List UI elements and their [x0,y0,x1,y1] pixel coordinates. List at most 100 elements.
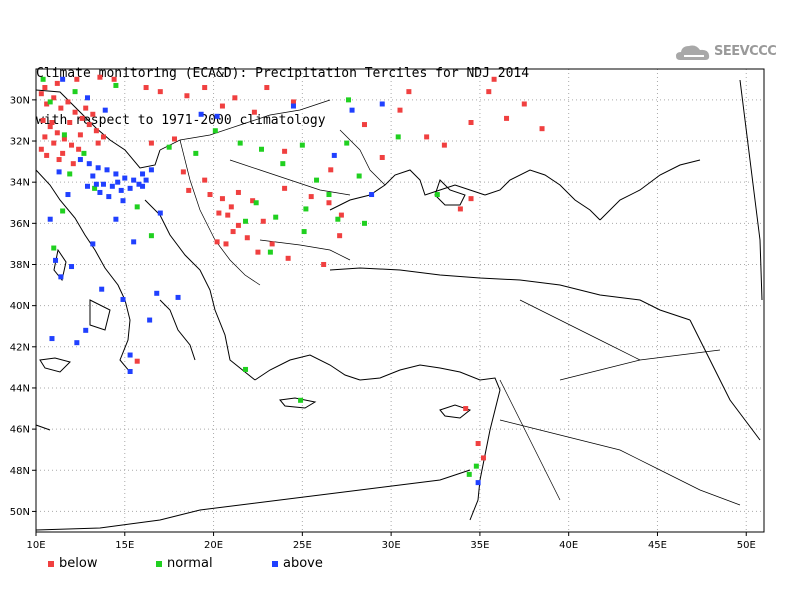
station-marker-below [76,146,82,152]
station-marker-below [148,140,154,146]
station-marker-below [424,134,430,140]
lat-tick-label: 50N [10,507,30,518]
seevccc-cloud-logo-icon [676,45,710,60]
lon-tick-label: 40E [559,540,578,551]
station-marker-above [53,257,59,263]
lat-tick-label: 36N [10,219,30,230]
station-marker-normal [326,192,332,198]
station-marker-normal [51,245,57,251]
station-marker-below [337,233,343,239]
legend-item-below: below [48,556,97,572]
station-marker-above [49,336,55,342]
legend-label-below: below [59,556,98,571]
station-marker-above [84,183,90,189]
station-marker-above [106,194,112,200]
station-marker-below [475,441,481,447]
station-marker-below [171,136,177,142]
station-marker-normal [335,216,341,222]
station-marker-below [457,206,463,212]
station-marker-above [349,107,355,113]
station-marker-below [47,124,53,130]
station-marker-below [219,103,225,109]
station-marker-above [140,171,146,177]
station-marker-below [143,85,149,91]
station-marker-above [147,317,153,323]
station-marker-below [250,198,256,204]
station-marker-above [175,294,181,300]
station-marker-below [49,120,55,126]
station-marker-below [285,255,291,261]
station-marker-normal [361,220,367,226]
station-marker-above [120,198,126,204]
station-marker-below [269,241,275,247]
station-marker-below [468,120,474,126]
station-marker-above [127,368,133,374]
lon-tick-label: 30E [382,540,401,551]
station-marker-below [264,85,270,91]
lat-tick-label: 48N [10,466,30,477]
station-marker-above [83,327,89,333]
station-marker-below [51,95,57,101]
station-marker-above [143,177,149,183]
station-marker-above [131,239,137,245]
station-marker-below [468,196,474,202]
station-marker-above [214,113,220,119]
station-marker-below [44,152,50,158]
station-marker-below [255,249,261,255]
coastlines-and-borders [35,79,763,531]
legend: below normal above [0,556,800,576]
station-marker-above [198,111,204,117]
station-marker-below [207,192,213,198]
station-marker-above [331,152,337,158]
lat-tick-label: 46N [10,425,30,436]
lat-tick-label: 34N [10,178,30,189]
map-title-line-1: Climate monitoring (ECA&D): Precipitatio… [36,66,530,81]
station-marker-below [83,105,89,111]
station-marker-below [111,76,117,82]
station-marker-normal [113,82,119,88]
lon-tick-label: 10E [26,540,45,551]
station-marker-below [397,107,403,113]
station-marker-above [109,183,115,189]
station-marker-below [93,128,99,134]
station-marker-above [118,187,124,193]
station-marker-normal [134,204,140,210]
lon-tick-label: 15E [115,540,134,551]
lat-tick-label: 44N [10,383,30,394]
station-marker-below [61,136,67,142]
station-marker-above [56,169,62,175]
station-marker-below [90,111,96,117]
station-marker-above [131,177,137,183]
station-marker-below [480,455,486,461]
station-marker-above [113,216,119,222]
station-marker-below [225,212,231,218]
station-marker-below [223,241,229,247]
station-marker-above [99,286,105,292]
lon-tick-label: 45E [648,540,667,551]
station-marker-below [44,101,50,107]
graticule-grid [36,69,764,532]
station-marker-normal [81,150,87,156]
station-marker-below [230,229,236,235]
lon-tick-label: 20E [204,540,223,551]
station-marker-normal [212,128,218,134]
station-marker-below [40,117,46,123]
station-marker-normal [273,214,279,220]
station-marker-below [54,130,60,136]
map-frame [35,68,765,533]
station-marker-above [97,189,103,195]
station-marker-below [100,134,106,140]
station-marker-below [441,142,447,148]
station-marker-normal [92,185,98,191]
latitude-labels: 50N 48N 46N 44N 42N 40N 38N 36N 34N 32N 30N [10,95,36,518]
station-marker-below [69,142,75,148]
station-marker-normal [356,173,362,179]
station-marker-below [406,89,412,95]
lat-tick-label: 40N [10,301,30,312]
station-marker-normal [314,177,320,183]
station-marker-below [491,76,497,82]
station-marker-above [84,95,90,101]
station-marker-below [38,146,44,152]
station-marker-above [136,181,142,187]
